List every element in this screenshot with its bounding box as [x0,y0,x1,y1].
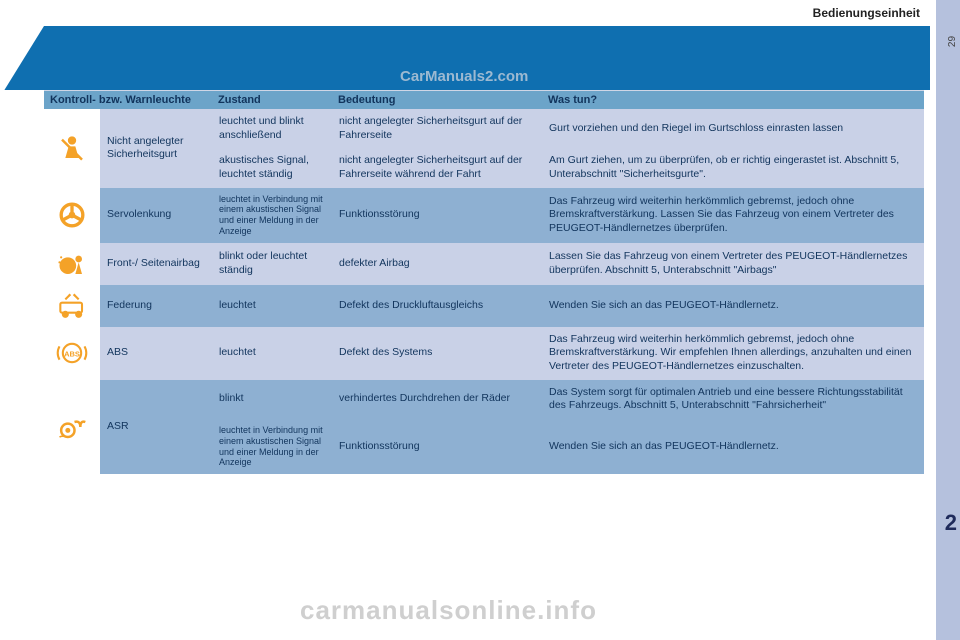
cell-state: leuchtet in Verbindung mit einem akustis… [212,419,332,474]
table-row: Servolenkungleuchtet in Verbindung mit e… [44,188,924,243]
cell-meaning: verhindertes Durchdrehen der Räder [332,380,542,419]
cell-state: blinkt [212,380,332,419]
airbag-icon [44,243,100,285]
watermark-bottom: carmanualsonline.info [300,595,597,626]
chapter-number: 2 [945,510,957,536]
svg-text:ABS: ABS [64,350,80,359]
cell-action: Das Fahrzeug wird weiterhin herkömmlich … [542,327,924,380]
table-row: ABSABSleuchtetDefekt des SystemsDas Fahr… [44,327,924,380]
table-header-row: Kontroll- bzw. Warnleuchte Zustand Bedeu… [44,91,924,109]
indicator-name: Front-/ Seitenairbag [100,243,212,285]
cell-action: Wenden Sie sich an das PEUGEOT-Händlerne… [542,419,924,474]
indicator-name: ASR [100,380,212,474]
page-number: 29 [947,36,958,47]
cell-meaning: Funktionsstörung [332,419,542,474]
steering-icon [44,188,100,243]
cell-state: leuchtet in Verbindung mit einem akustis… [212,188,332,243]
table-row: Nicht angelegter Sicherheitsgurtleuchtet… [44,109,924,148]
cell-action: Wenden Sie sich an das PEUGEOT-Händlerne… [542,285,924,327]
th-indicator: Kontroll- bzw. Warnleuchte [44,91,212,109]
cell-meaning: Defekt des Druckluftausgleichs [332,285,542,327]
table-row: Front-/ Seitenairbagblinkt oder leuchtet… [44,243,924,285]
cell-meaning: Funktionsstörung [332,188,542,243]
cell-action: Lassen Sie das Fahrzeug von einem Vertre… [542,243,924,285]
manual-page: 29 STARTBEREIT 2 Bedienungseinheit CarMa… [0,0,960,640]
th-state: Zustand [212,91,332,109]
cell-meaning: nicht angelegter Sicherheitsgurt auf der… [332,109,542,148]
page-title: Bedienungseinheit [813,6,920,20]
right-rail [936,0,960,640]
cell-meaning: nicht angelegter Sicherheitsgurt auf der… [332,148,542,187]
indicator-name: Nicht angelegter Sicherheitsgurt [100,109,212,188]
abs-icon: ABS [44,327,100,380]
cell-action: Gurt vorziehen und den Riegel im Gurtsch… [542,109,924,148]
cell-state: leuchtet und blinkt anschließend [212,109,332,148]
seatbelt-icon [44,109,100,188]
table-row: ASRblinktverhindertes Durchdrehen der Rä… [44,380,924,419]
cell-action: Das Fahrzeug wird weiterhin herkömmlich … [542,188,924,243]
cell-action: Am Gurt ziehen, um zu überprüfen, ob er … [542,148,924,187]
watermark-top: CarManuals2.com [400,68,528,85]
warning-table: Kontroll- bzw. Warnleuchte Zustand Bedeu… [44,90,924,474]
cell-state: akustisches Signal, leuchtet ständig [212,148,332,187]
indicator-name: Federung [100,285,212,327]
cell-action: Das System sorgt für optimalen Antrieb u… [542,380,924,419]
indicator-name: Servolenkung [100,188,212,243]
cell-state: blinkt oder leuchtet ständig [212,243,332,285]
indicator-name: ABS [100,327,212,380]
cell-state: leuchtet [212,327,332,380]
cell-meaning: Defekt des Systems [332,327,542,380]
asr-icon [44,380,100,474]
suspension-icon [44,285,100,327]
cell-state: leuchtet [212,285,332,327]
table-row: FederungleuchtetDefekt des Druckluftausg… [44,285,924,327]
th-meaning: Bedeutung [332,91,542,109]
th-action: Was tun? [542,91,924,109]
cell-meaning: defekter Airbag [332,243,542,285]
